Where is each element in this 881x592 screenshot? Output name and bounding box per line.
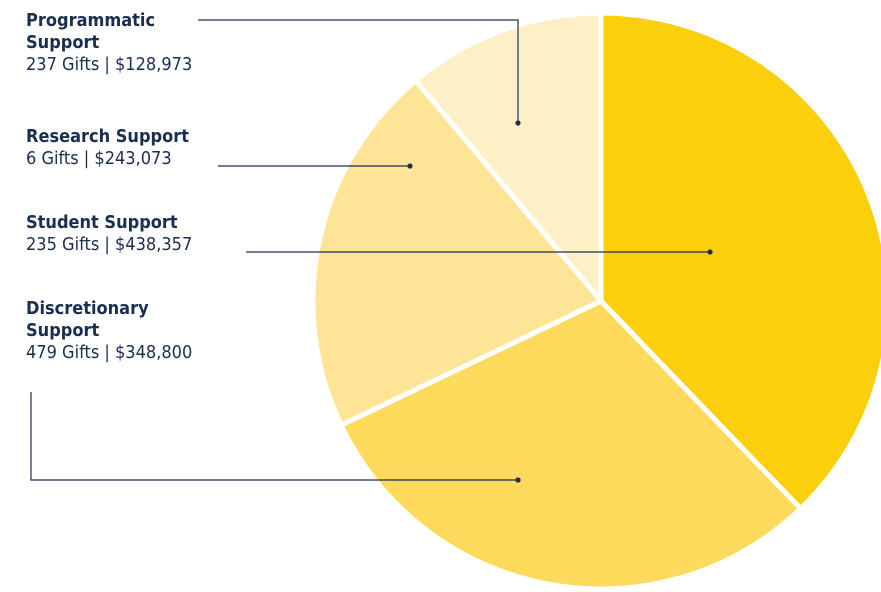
pie-slice-programmatic-support [413,10,604,304]
pie-slices [310,10,881,592]
legend-discretionary-name: Discretionary Support [26,298,149,341]
legend-research-name: Research Support [26,126,190,147]
legend-student-name: Student Support [26,212,178,233]
legend-student-support: Student Support 235 Gifts | $438,357 [26,212,192,256]
leader-line-discretionary [30,392,518,481]
legend-programmatic-support: Programmatic Support 237 Gifts | $128,97… [26,10,192,76]
legend-discretionary-detail: 479 Gifts | $348,800 [26,342,193,363]
leader-dot-programmatic [515,120,521,126]
legend-student-detail: 235 Gifts | $438,357 [26,234,193,255]
leader-dot-student [707,249,713,255]
pie-slice-research-support [310,78,604,428]
legend-research-support: Research Support 6 Gifts | $243,073 [26,126,189,170]
legend-programmatic-detail: 237 Gifts | $128,973 [26,54,193,75]
legend-discretionary-support: Discretionary Support 479 Gifts | $348,8… [26,298,192,364]
leader-lines [30,19,713,483]
pie-slice-student-support [598,10,881,512]
legend-research-detail: 6 Gifts | $243,073 [26,148,172,169]
leader-dot-research [407,163,413,169]
leader-line-programmatic [198,19,519,123]
legend-programmatic-name: Programmatic Support [26,10,156,53]
leader-dot-discretionary [515,477,521,483]
